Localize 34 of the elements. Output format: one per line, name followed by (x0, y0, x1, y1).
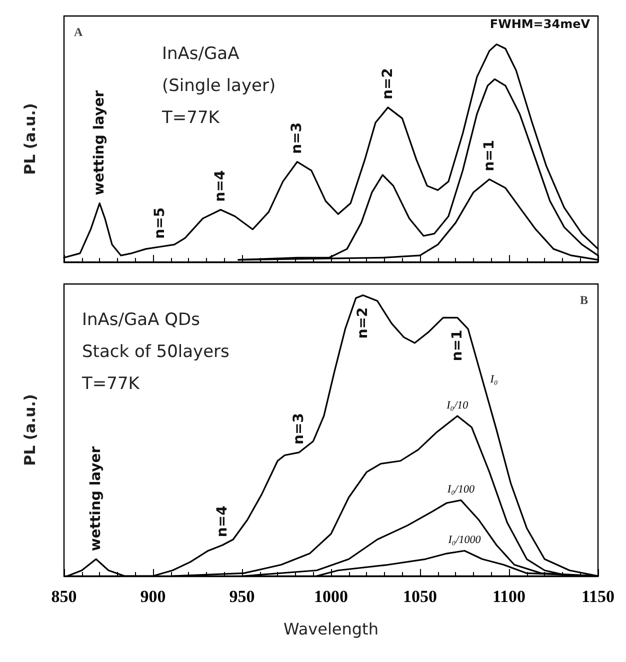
annotation: n=4 (212, 170, 229, 202)
x-tick-label: 900 (140, 587, 166, 606)
x-tick-label: 1150 (581, 587, 615, 606)
annotation: n=2 (380, 68, 396, 100)
annotation: wetting layer (88, 446, 104, 552)
annotation: (Single layer) (162, 76, 276, 96)
annotation: InAs/GaA QDs (82, 310, 200, 330)
x-tick-label: 1100 (492, 587, 526, 606)
chart-title: A (74, 25, 83, 39)
x-tick-label: 1050 (403, 587, 437, 606)
annotation: n=3 (290, 413, 307, 444)
annotation: n=2 (355, 307, 372, 339)
y-axis-title: PL (a.u.) (21, 103, 39, 175)
x-tick-label: 850 (51, 587, 77, 606)
chart-title: B (580, 293, 588, 307)
series-label: I₀/1000 (447, 534, 482, 546)
annotation: n=5 (152, 207, 168, 239)
series-label: I₀ (489, 373, 498, 386)
x-axis-title: Wavelength (284, 620, 378, 638)
annotation: wetting layer (92, 90, 108, 196)
series-label: I₀/10 (446, 399, 469, 412)
text: FWHM=34meV (490, 17, 591, 31)
annotation: n=1 (481, 140, 498, 172)
annotation: n=1 (449, 330, 466, 362)
annotation: InAs/GaA (162, 44, 240, 64)
annotation: T=77K (161, 108, 220, 128)
annotation: Stack of 50layers (82, 342, 230, 362)
annotation: n=3 (289, 122, 306, 154)
annotation: T=77K (81, 374, 140, 394)
series-label: I₀/100 (446, 484, 475, 496)
annotation: n=4 (214, 505, 230, 538)
x-tick-label: 1000 (314, 587, 348, 606)
x-tick-label: 950 (229, 587, 255, 606)
y-axis-title: PL (a.u.) (21, 394, 39, 466)
